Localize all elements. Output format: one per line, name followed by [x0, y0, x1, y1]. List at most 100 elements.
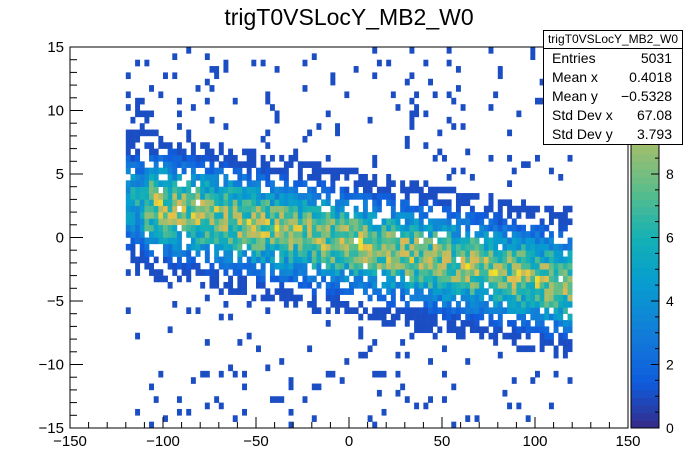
- heatmap-cell: [474, 262, 480, 270]
- heatmap-cell: [353, 224, 359, 232]
- palette-cell: [631, 191, 659, 200]
- heatmap-cell: [548, 243, 554, 251]
- heatmap-cell: [311, 193, 317, 200]
- heatmap-cell: [442, 301, 447, 308]
- heatmap-cell: [135, 256, 141, 264]
- heatmap-cell: [283, 174, 289, 181]
- heatmap-cell: [344, 212, 350, 219]
- heatmap-cell: [409, 269, 415, 276]
- heatmap-cell: [437, 294, 443, 302]
- heatmap-cell: [423, 294, 429, 302]
- heatmap-cell: [344, 91, 350, 99]
- heatmap-cell: [218, 167, 224, 175]
- heatmap-cell: [516, 212, 522, 219]
- heatmap-cell: [237, 281, 243, 289]
- heatmap-cell: [293, 224, 299, 232]
- heatmap-cell: [507, 275, 513, 283]
- heatmap-cell: [163, 186, 168, 194]
- heatmap-cell: [567, 345, 573, 353]
- heatmap-cell: [469, 275, 475, 283]
- heatmap-cell: [567, 218, 573, 226]
- heatmap-cell: [200, 199, 206, 207]
- heatmap-cell: [339, 377, 345, 384]
- heatmap-cell: [390, 288, 396, 295]
- palette-cell: [631, 374, 659, 383]
- heatmap-cell: [567, 269, 573, 276]
- heatmap-cell: [228, 288, 234, 295]
- heatmap-cell: [316, 212, 322, 219]
- heatmap-cell: [139, 186, 145, 194]
- palette-cell: [631, 382, 659, 391]
- heatmap-cell: [242, 199, 247, 207]
- heatmap-cell: [404, 186, 410, 194]
- heatmap-cell: [381, 224, 387, 232]
- heatmap-cell: [349, 262, 354, 270]
- heatmap-cell: [539, 301, 545, 308]
- heatmap-cell: [376, 243, 382, 251]
- heatmap-cell: [190, 231, 196, 238]
- heatmap-cell: [297, 231, 303, 238]
- heatmap-cell: [502, 224, 508, 232]
- heatmap-cell: [311, 288, 317, 295]
- heatmap-cell: [209, 218, 215, 226]
- heatmap-cell: [432, 250, 438, 257]
- heatmap-cell: [293, 275, 299, 283]
- heatmap-cell: [428, 78, 433, 86]
- heatmap-cell: [204, 402, 210, 410]
- heatmap-cell: [381, 237, 387, 245]
- heatmap-cell: [186, 180, 192, 187]
- heatmap-cell: [251, 161, 257, 168]
- heatmap-cell: [232, 199, 238, 207]
- heatmap-cell: [497, 269, 503, 276]
- heatmap-cell: [190, 218, 196, 226]
- heatmap-cell: [209, 180, 215, 187]
- heatmap-cell: [460, 320, 466, 327]
- heatmap-cell: [479, 288, 485, 295]
- heatmap-cell: [339, 262, 345, 270]
- heatmap-cell: [381, 320, 387, 327]
- heatmap-cell: [493, 231, 499, 238]
- heatmap-cell: [279, 193, 285, 200]
- heatmap-cell: [214, 167, 220, 175]
- heatmap-cell: [186, 161, 192, 168]
- heatmap-cell: [153, 148, 159, 156]
- heatmap-cell: [418, 281, 424, 289]
- heatmap-cell: [274, 262, 280, 270]
- heatmap-cell: [497, 218, 503, 226]
- heatmap-cell: [204, 154, 210, 162]
- heatmap-cell: [483, 269, 489, 276]
- heatmap-cell: [260, 224, 266, 232]
- heatmap-cell: [293, 154, 299, 162]
- heatmap-cell: [544, 288, 550, 295]
- heatmap-cell: [539, 320, 545, 327]
- heatmap-cell: [144, 256, 150, 264]
- heatmap-cell: [525, 332, 531, 340]
- heatmap-cell: [558, 281, 564, 289]
- heatmap-cell: [339, 205, 345, 213]
- heatmap-cell: [274, 110, 280, 118]
- heatmap-cell: [432, 256, 438, 264]
- heatmap-cell: [446, 275, 452, 283]
- heatmap-cell: [293, 294, 299, 302]
- heatmap-cell: [269, 269, 275, 276]
- heatmap-cell: [186, 269, 192, 276]
- heatmap-cell: [548, 218, 554, 226]
- heatmap-cell: [172, 72, 178, 80]
- heatmap-cell: [130, 161, 136, 168]
- heatmap-cell: [511, 269, 517, 276]
- heatmap-cell: [469, 205, 475, 213]
- heatmap-cell: [223, 59, 229, 67]
- heatmap-cell: [521, 281, 526, 289]
- heatmap-cell: [163, 167, 168, 175]
- heatmap-cell: [158, 205, 164, 213]
- heatmap-cell: [460, 332, 466, 340]
- heatmap-cell: [209, 85, 215, 92]
- heatmap-cell: [260, 59, 266, 67]
- heatmap-cell: [130, 116, 136, 124]
- heatmap-cell: [130, 224, 136, 232]
- heatmap-cell: [479, 301, 485, 308]
- heatmap-cell: [135, 154, 141, 162]
- heatmap-cell: [153, 186, 159, 194]
- heatmap-cell: [483, 326, 489, 334]
- heatmap-cell: [446, 91, 452, 99]
